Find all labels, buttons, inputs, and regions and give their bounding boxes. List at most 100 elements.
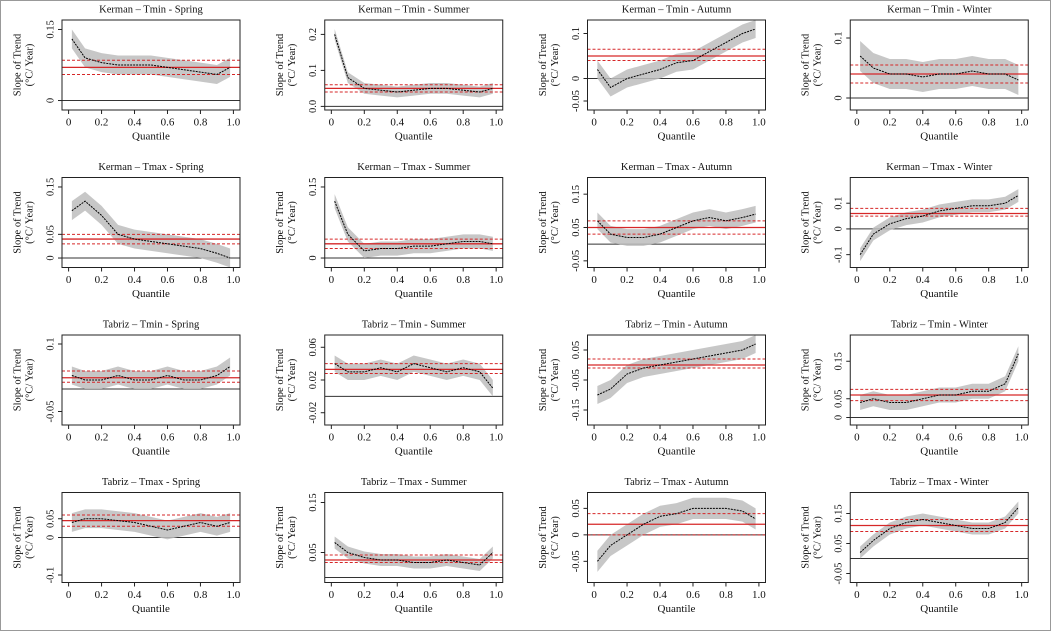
y-tick-label: -0.05	[571, 369, 582, 391]
confidence-band	[860, 41, 1019, 95]
x-tick-label: 0.8	[194, 274, 208, 286]
x-tick-label: 0.4	[916, 432, 930, 444]
y-tick-label: 0.1	[308, 64, 319, 77]
plot-box	[849, 19, 1029, 111]
chart-title: Tabriz – Tmax - Winter	[890, 477, 989, 488]
x-tick-label: 0.2	[883, 432, 897, 444]
plot-box	[587, 492, 766, 583]
y-axis-label: (°C/ Year)	[550, 43, 561, 86]
x-tick-label: 0	[66, 589, 72, 601]
x-axis-label: Quantile	[658, 131, 696, 143]
x-tick-label: 0.6	[423, 432, 437, 444]
y-axis-label: Slope of Trend	[12, 506, 23, 569]
y-tick-label: 0.1	[834, 31, 845, 44]
plot-box	[587, 177, 766, 268]
x-tick-label: 1.0	[227, 117, 241, 129]
y-axis-label: (°C/ Year)	[550, 201, 561, 244]
y-tick-label: 0.05	[571, 499, 582, 517]
y-tick-label: -0.02	[308, 402, 319, 424]
x-tick-label: 0.4	[653, 589, 667, 601]
x-tick-label: 0.8	[719, 117, 733, 129]
x-tick-label: 0	[854, 589, 860, 601]
chart-title: Kerman – Tmax - Summer	[357, 162, 470, 173]
x-tick-label: 0.2	[357, 117, 371, 129]
estimate-line	[71, 518, 231, 531]
x-axis-label: Quantile	[658, 446, 696, 458]
x-tick-label: 0.8	[456, 117, 470, 129]
y-axis-label: (°C/ Year)	[287, 358, 298, 401]
y-axis-label: (°C/ Year)	[24, 201, 35, 244]
x-tick-label: 1.0	[752, 117, 766, 129]
chart-title: Kerman – Tmin - Autumn	[622, 4, 732, 15]
y-tick-label: 0.05	[834, 390, 845, 408]
x-tick-label: 0.8	[719, 432, 733, 444]
chart-title: Tabriz – Tmax - Spring	[102, 477, 201, 488]
y-axis-label: (°C/ Year)	[813, 201, 824, 244]
x-tick-label: 0	[591, 589, 597, 601]
estimate-line	[596, 28, 756, 89]
x-axis-label: Quantile	[132, 131, 170, 143]
confidence-band	[71, 509, 231, 540]
y-tick-label: -0.05	[571, 250, 582, 272]
estimate-line	[334, 542, 494, 566]
x-axis-label: Quantile	[395, 288, 433, 300]
x-tick-label: 0.2	[95, 117, 109, 129]
x-tick-label: 1.0	[1015, 274, 1029, 286]
y-tick-label: 0.05	[571, 341, 582, 359]
y-tick-label: 0.06	[308, 338, 319, 356]
x-tick-label: 0	[66, 274, 72, 286]
x-tick-label: 0.8	[456, 589, 470, 601]
x-tick-label: 0.2	[883, 117, 897, 129]
x-tick-label: 0	[329, 274, 335, 286]
estimate-line	[859, 195, 1019, 255]
y-tick-label: 0.05	[45, 510, 56, 528]
x-tick-label: 0	[329, 432, 335, 444]
x-tick-label: 0.8	[456, 432, 470, 444]
chart-title: Tabriz – Tmin - Spring	[103, 319, 200, 330]
x-tick-label: 1.0	[1015, 117, 1029, 129]
x-axis-label: Quantile	[658, 288, 696, 300]
x-tick-label: 0.2	[357, 589, 371, 601]
x-tick-label: 0.6	[161, 274, 175, 286]
y-tick-label: 0.1	[571, 27, 582, 40]
x-tick-label: 0.4	[128, 274, 142, 286]
x-tick-label: 0.6	[423, 589, 437, 601]
y-axis-label: Slope of Trend	[12, 33, 23, 96]
x-tick-label: 1.0	[752, 589, 766, 601]
y-tick-label: 0.1	[834, 197, 845, 210]
y-tick-label: 0.15	[45, 178, 56, 196]
x-tick-label: 0	[329, 589, 335, 601]
y-tick-label: -0.05	[834, 563, 845, 585]
y-tick-label: -0.1	[834, 246, 845, 263]
x-tick-label: 0.4	[128, 117, 142, 129]
x-tick-label: 0	[854, 274, 860, 286]
estimate-line	[334, 363, 494, 389]
y-tick-label: -0.05	[45, 401, 56, 423]
y-tick-label: 0.15	[834, 504, 845, 522]
y-tick-label: 0.02	[308, 371, 319, 389]
chart-title: Tabriz – Tmax - Autumn	[624, 477, 729, 488]
y-axis-label: Slope of Trend	[275, 348, 286, 411]
y-tick-label: -0.05	[571, 550, 582, 572]
confidence-band	[597, 497, 756, 572]
y-tick-label: 0.1	[45, 337, 56, 350]
x-tick-label: 0	[854, 432, 860, 444]
estimate-line	[859, 55, 1019, 81]
x-axis-label: Quantile	[395, 603, 433, 615]
chart-title: Kerman – Tmin - Winter	[887, 4, 992, 15]
x-tick-label: 0.2	[357, 274, 371, 286]
x-axis-label: Quantile	[920, 603, 958, 615]
y-axis-label: Slope of Trend	[12, 348, 23, 411]
confidence-band	[334, 29, 493, 98]
x-tick-label: 0.6	[949, 432, 963, 444]
x-tick-label: 1.0	[227, 589, 241, 601]
x-tick-label: 1.0	[227, 432, 241, 444]
y-tick-label: 0	[571, 532, 582, 537]
estimate-line	[859, 507, 1019, 553]
x-tick-label: 0.6	[161, 432, 175, 444]
y-tick-label: 0	[45, 255, 56, 260]
y-axis-label: (°C/ Year)	[24, 516, 35, 559]
x-tick-label: 0	[66, 117, 72, 129]
x-tick-label: 0.4	[916, 589, 930, 601]
